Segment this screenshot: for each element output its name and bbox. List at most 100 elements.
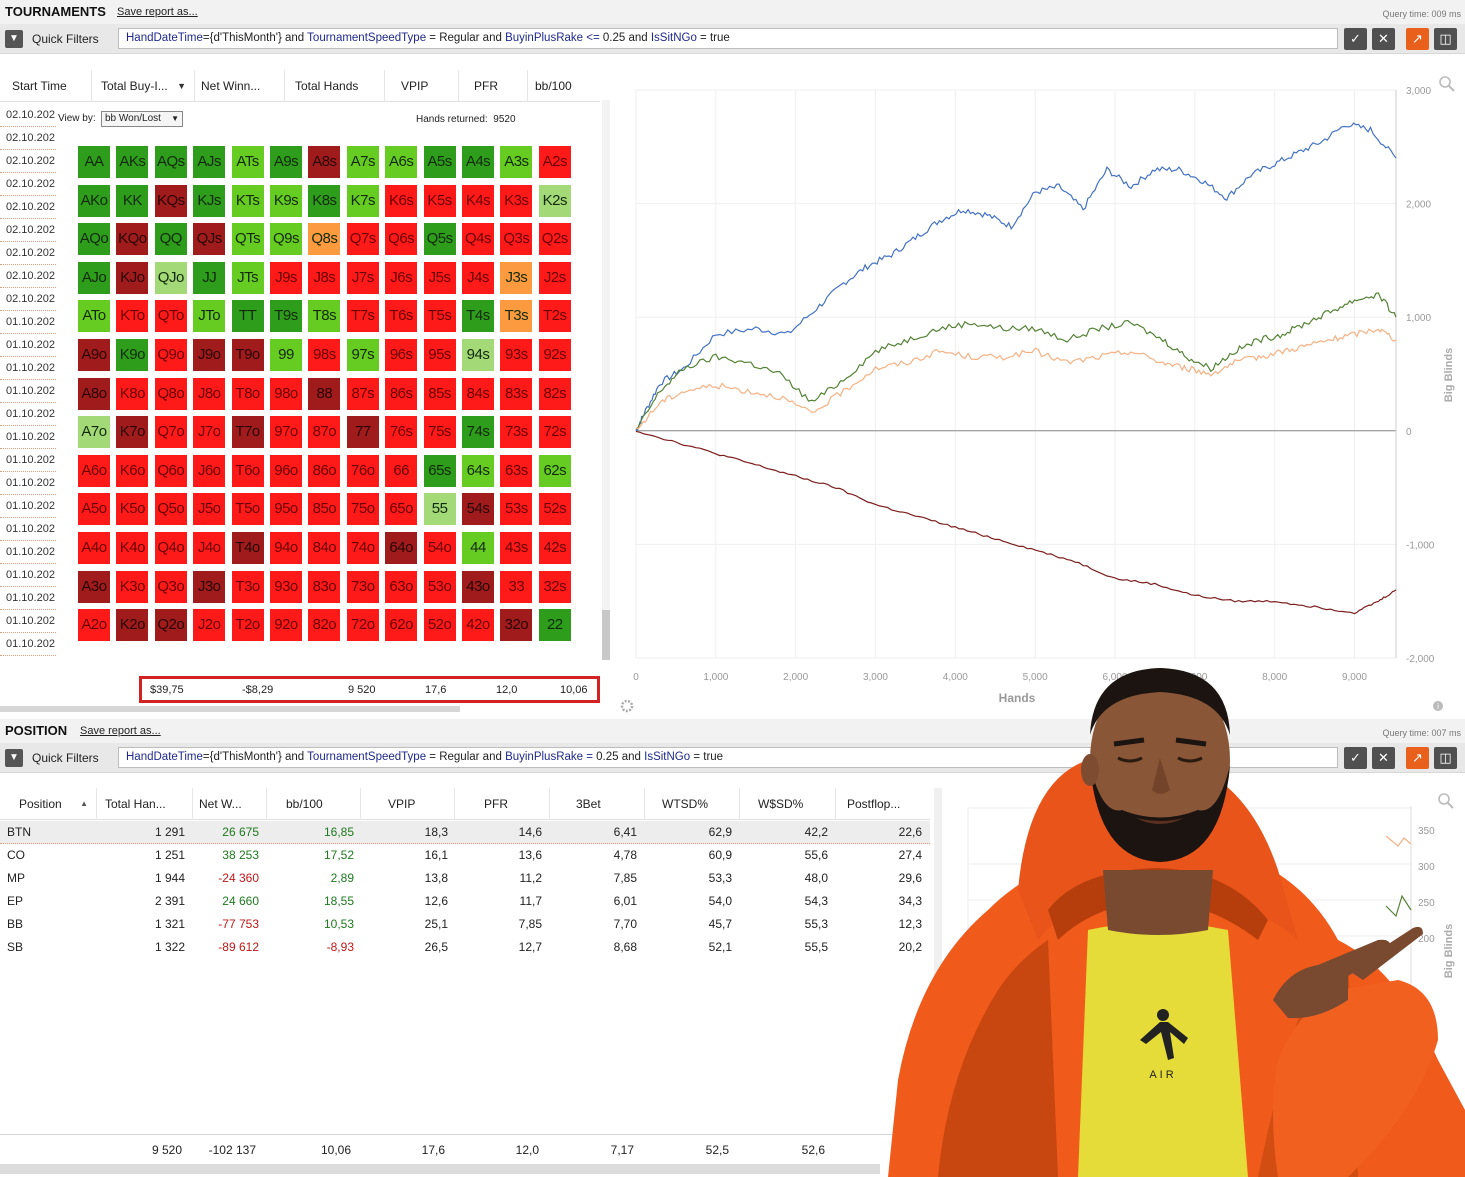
hand-cell[interactable]: K9o xyxy=(116,339,149,371)
hand-cell[interactable]: K5s xyxy=(423,184,456,217)
hand-cell[interactable]: AJo xyxy=(78,261,110,294)
hand-cell[interactable]: KQs xyxy=(154,184,187,217)
chart-view-button[interactable]: ↗ xyxy=(1406,28,1429,50)
hand-cell[interactable]: 73o xyxy=(346,570,379,603)
hand-cell[interactable]: Q4o xyxy=(154,532,187,564)
table-row[interactable]: BB 1 321 -77 753 10,53 25,1 7,85 7,70 45,7 55,3 1… xyxy=(0,913,930,936)
hand-cell[interactable]: A2s xyxy=(538,146,571,178)
hand-cell[interactable]: QJs xyxy=(193,223,226,256)
hand-cell[interactable]: 55 xyxy=(423,493,456,526)
hand-cell[interactable]: JTs xyxy=(231,261,264,294)
hand-cell[interactable]: J8s xyxy=(308,261,341,294)
col-total-hands[interactable]: Total Hands xyxy=(289,70,385,102)
filter-expression-input[interactable]: HandDateTime={d'ThisMonth'} and Tourname… xyxy=(118,28,1338,49)
hand-cell[interactable]: Q8o xyxy=(154,377,187,410)
hand-cell[interactable]: 92s xyxy=(538,339,571,371)
hand-cell[interactable]: TT xyxy=(231,300,264,333)
hand-cell[interactable]: 42o xyxy=(462,609,494,642)
hand-cell[interactable]: T7o xyxy=(231,416,264,449)
hand-cell[interactable]: 54o xyxy=(423,532,456,564)
hand-cell[interactable]: 95s xyxy=(423,339,456,371)
table-row[interactable]: BTN 1 291 26 675 16,85 18,3 14,6 6,41 62,9 42,2 2… xyxy=(0,821,930,844)
hand-cell[interactable]: 92o xyxy=(270,609,302,642)
hand-cell[interactable]: A7o xyxy=(78,416,110,449)
hand-cell[interactable]: T4o xyxy=(231,532,264,564)
hand-cell[interactable]: 52s xyxy=(538,493,571,526)
hand-cell[interactable]: J9s xyxy=(270,261,302,294)
hand-cell[interactable]: 62s xyxy=(538,454,571,487)
hand-cell[interactable]: 64s xyxy=(462,454,494,487)
col-pfr[interactable]: PFR xyxy=(468,70,528,102)
col-bb100[interactable]: bb/100 xyxy=(535,79,572,93)
hand-cell[interactable]: JTo xyxy=(193,300,226,333)
hand-cell[interactable]: J6o xyxy=(193,454,226,487)
hand-cell[interactable]: J6s xyxy=(385,261,418,294)
hand-cell[interactable]: 22 xyxy=(538,609,571,642)
hand-cell[interactable]: KTs xyxy=(231,184,264,217)
hand-cell[interactable]: 53o xyxy=(423,570,456,603)
hand-cell[interactable]: 66 xyxy=(385,454,418,487)
save-report-link[interactable]: Save report as... xyxy=(117,6,198,18)
hand-cell[interactable]: T5s xyxy=(423,300,456,333)
hand-cell[interactable]: Q5o xyxy=(154,493,187,526)
hand-cell[interactable]: T2s xyxy=(538,300,571,333)
hand-cell[interactable]: 87o xyxy=(308,416,341,449)
apply-filter-button[interactable]: ✓ xyxy=(1344,747,1367,769)
hand-cell[interactable]: 85s xyxy=(423,377,456,410)
col-net-winnings[interactable]: Net Winn... xyxy=(195,70,285,102)
hand-cell[interactable]: J3o xyxy=(193,570,226,603)
col-vpip[interactable]: VPIP xyxy=(382,788,455,820)
clear-filter-button[interactable]: ✕ xyxy=(1372,747,1395,769)
col-postflop[interactable]: Postflop... xyxy=(847,797,901,811)
hand-cell[interactable]: Q3o xyxy=(154,570,187,603)
hand-cell[interactable]: 94o xyxy=(270,532,302,564)
hand-cell[interactable]: 53s xyxy=(500,493,533,526)
hand-cell[interactable]: KJs xyxy=(193,184,226,217)
scrollbar-thumb[interactable] xyxy=(602,610,610,660)
split-view-button[interactable]: ◫ xyxy=(1434,28,1457,50)
hand-cell[interactable]: J9o xyxy=(193,339,226,371)
hand-cell[interactable]: Q2s xyxy=(538,223,571,256)
hand-cell[interactable]: 84s xyxy=(462,377,494,410)
clear-filter-button[interactable]: ✕ xyxy=(1372,28,1395,50)
hand-cell[interactable]: K6o xyxy=(116,454,149,487)
position-filter-expression-input[interactable]: HandDateTime={d'ThisMonth'} and Tourname… xyxy=(118,747,1338,768)
hand-cell[interactable]: Q4s xyxy=(462,223,494,256)
hand-cell[interactable]: QJo xyxy=(154,261,187,294)
hand-cell[interactable]: JJ xyxy=(193,261,226,294)
hand-cell[interactable]: QTs xyxy=(231,223,264,256)
hand-cell[interactable]: T8o xyxy=(231,377,264,410)
hand-cell[interactable]: A9s xyxy=(270,146,302,178)
hand-cell[interactable]: 87s xyxy=(346,377,379,410)
hand-cell[interactable]: T6s xyxy=(385,300,418,333)
hand-cell[interactable]: 96o xyxy=(270,454,302,487)
hand-cell[interactable]: 98o xyxy=(270,377,302,410)
hand-cell[interactable]: AQs xyxy=(154,146,187,178)
hand-cell[interactable]: K2s xyxy=(538,184,571,217)
hand-cell[interactable]: A5s xyxy=(423,146,456,178)
col-3bet[interactable]: 3Bet xyxy=(570,788,645,820)
hand-cell[interactable]: 73s xyxy=(500,416,533,449)
hand-cell[interactable]: Q7o xyxy=(154,416,187,449)
table-row[interactable]: SB 1 322 -89 612 -8,93 26,5 12,7 8,68 52,1 55,5 2… xyxy=(0,936,930,959)
position-horizontal-scrollbar[interactable] xyxy=(0,1164,880,1174)
col-net-won[interactable]: Net W... xyxy=(193,788,267,820)
hand-cell[interactable]: KQo xyxy=(116,223,149,256)
hand-cell[interactable]: ATs xyxy=(231,146,264,178)
hand-cell[interactable]: 88 xyxy=(308,377,341,410)
hand-cell[interactable]: 83s xyxy=(500,377,533,410)
hand-cell[interactable]: T5o xyxy=(231,493,264,526)
chart-zoom-icon[interactable] xyxy=(1439,76,1455,92)
hand-cell[interactable]: 43o xyxy=(462,570,494,603)
hand-cell[interactable]: KK xyxy=(116,184,149,217)
hand-cell[interactable]: 97o xyxy=(270,416,302,449)
hand-cell[interactable]: T9o xyxy=(231,339,264,371)
hand-cell[interactable]: Q6s xyxy=(385,223,418,256)
hand-cell[interactable]: Q6o xyxy=(154,454,187,487)
hand-cell[interactable]: J2o xyxy=(193,609,226,642)
hand-cell[interactable]: A9o xyxy=(78,339,110,371)
hand-cell[interactable]: 72o xyxy=(346,609,379,642)
col-wtsd[interactable]: WTSD% xyxy=(656,788,740,820)
hand-cell[interactable]: T9s xyxy=(270,300,302,333)
hand-cell[interactable]: Q5s xyxy=(423,223,456,256)
